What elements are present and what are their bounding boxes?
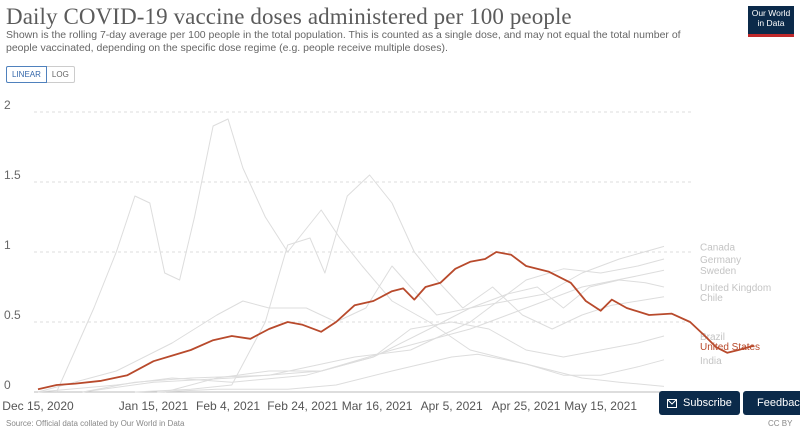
series-label-canada: Canada — [700, 242, 735, 253]
y-tick-label: 0.5 — [4, 308, 21, 322]
y-tick-label: 1.5 — [4, 168, 21, 182]
license-label: CC BY — [768, 419, 793, 428]
y-tick-label: 0 — [4, 378, 11, 392]
x-tick-label: Jan 15, 2021 — [119, 399, 189, 413]
x-tick-label: Dec 15, 2020 — [2, 399, 74, 413]
y-tick-label: 1 — [4, 238, 11, 252]
x-tick-label: Feb 24, 2021 — [267, 399, 338, 413]
chart-subtitle: Shown is the rolling 7-day average per 1… — [6, 29, 681, 54]
series-line-united-kingdom — [37, 265, 665, 393]
series-label-chile: Chile — [700, 293, 723, 304]
source-note: Source: Official data collated by Our Wo… — [6, 419, 185, 428]
series-label-sweden: Sweden — [700, 266, 736, 277]
subscribe-label: Subscribe — [683, 397, 732, 409]
series-line-united-states — [37, 251, 754, 391]
series-label-united-states: United States — [700, 342, 760, 353]
x-tick-label: Apr 5, 2021 — [421, 399, 483, 413]
x-tick-label: May 15, 2021 — [564, 399, 637, 413]
x-tick-label: Feb 4, 2021 — [196, 399, 260, 413]
x-tick-label: Apr 25, 2021 — [492, 399, 561, 413]
series-label-brazil: Brazil — [700, 332, 725, 343]
series-label-united-kingdom: United Kingdom — [700, 283, 771, 294]
chart-title: Daily COVID-19 vaccine doses administere… — [6, 4, 572, 29]
series-line-germany — [82, 258, 665, 393]
feedback-button[interactable]: Feedback — [743, 391, 800, 415]
series-line-brazil — [164, 321, 665, 393]
log-scale-button[interactable]: LOG — [46, 66, 75, 83]
mail-icon — [667, 398, 677, 408]
logo-line-1: Our World — [751, 8, 791, 18]
series-line-sweden — [82, 269, 665, 393]
x-tick-label: Mar 16, 2021 — [342, 399, 413, 413]
series-line-israel — [56, 118, 665, 393]
series-label-germany: Germany — [700, 255, 741, 266]
linear-scale-button[interactable]: LINEAR — [6, 66, 47, 83]
subscribe-button[interactable]: Subscribe — [659, 391, 740, 415]
series-line-india — [157, 353, 665, 393]
y-tick-label: 2 — [4, 98, 11, 112]
feedback-label: Feedback — [757, 397, 800, 409]
logo-line-2: in Data — [757, 17, 785, 28]
owid-logo[interactable]: Our World in Data — [748, 6, 794, 37]
series-label-india: India — [700, 356, 722, 367]
scale-toggle: LINEAR LOG — [6, 66, 75, 83]
series-line-canada — [37, 245, 665, 393]
series-line-chile — [134, 174, 665, 393]
